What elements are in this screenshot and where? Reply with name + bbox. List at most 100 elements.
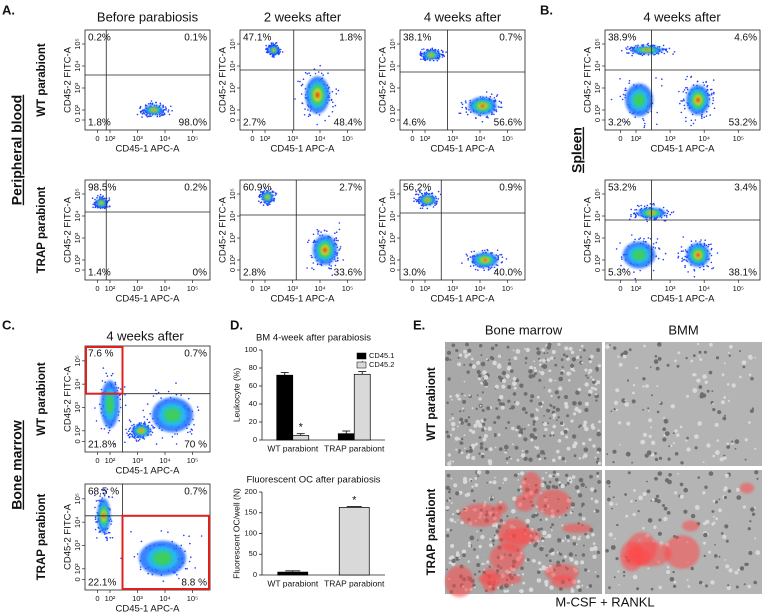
event-dot [629, 48, 631, 50]
cell [547, 422, 549, 424]
cell [754, 448, 756, 450]
x-tick-label: 10³ [132, 456, 143, 465]
x-tick-label: 0 [95, 134, 99, 143]
event-dot [434, 205, 436, 207]
event-dot [105, 537, 107, 539]
cell [596, 472, 599, 475]
cell [691, 567, 694, 570]
y-tick-label: 10⁵ [593, 38, 602, 49]
cell [549, 404, 551, 406]
event-dot [194, 567, 196, 569]
x-tick-label: 10³ [665, 134, 676, 143]
cell [536, 351, 540, 355]
cell [638, 496, 643, 501]
cell [702, 374, 707, 379]
event-dot [644, 125, 646, 127]
cell [727, 586, 731, 590]
event-dot [338, 90, 340, 92]
cell [459, 410, 461, 412]
cell [624, 493, 627, 496]
event-dot [711, 249, 713, 251]
event-dot [707, 85, 709, 87]
event-dot [161, 530, 163, 532]
event-dot [275, 194, 277, 196]
event-dot [470, 256, 472, 258]
y-axis-label: CD45-2 FITC-A [583, 46, 594, 113]
event-dot [118, 387, 120, 389]
event-dot [673, 211, 675, 213]
event-dot [176, 443, 178, 445]
cell [673, 585, 676, 588]
cell [583, 349, 586, 352]
y-tick-label: 10² [593, 254, 602, 265]
cell [702, 491, 705, 494]
event-dot [156, 443, 158, 445]
cell [561, 457, 565, 461]
event-dot [630, 46, 632, 48]
event-dot [125, 429, 127, 431]
x-tick-label: 10⁴ [698, 134, 710, 143]
event-dot [633, 271, 635, 273]
event-dot [337, 260, 339, 262]
event-dot [460, 113, 462, 115]
cell [680, 426, 683, 429]
event-dot [263, 204, 265, 206]
y-tick-label: 10² [73, 563, 82, 574]
cell [625, 515, 628, 518]
y-tick-label: 10⁴ [593, 210, 602, 222]
cell [476, 555, 480, 559]
event-dot [430, 49, 432, 51]
cell [478, 423, 482, 427]
cell [627, 379, 629, 381]
cell [471, 489, 474, 492]
event-dot [332, 91, 334, 93]
y-tick-label: 10⁴ [228, 60, 237, 72]
cell [616, 524, 618, 526]
event-dot [107, 375, 109, 377]
y-tick-label: 100 [244, 345, 257, 354]
column-header: BMM [668, 322, 698, 337]
cell [695, 505, 700, 510]
cell [567, 540, 570, 543]
cell [525, 411, 528, 414]
cell [558, 481, 561, 484]
density-contour [267, 196, 269, 198]
cell [476, 563, 480, 567]
event-dot [706, 245, 708, 247]
cell [464, 434, 466, 436]
cell [550, 548, 554, 552]
cell [530, 439, 533, 442]
cell [475, 443, 478, 446]
cell [499, 586, 503, 590]
cell [481, 429, 484, 432]
event-dot [653, 270, 655, 272]
cell [586, 535, 590, 539]
event-dot [108, 532, 110, 534]
event-dot [418, 199, 420, 201]
event-dot [713, 100, 715, 102]
event-dot [110, 537, 112, 539]
x-tick-label: 10⁵ [187, 456, 198, 465]
cell [578, 513, 582, 517]
cell [596, 575, 599, 578]
cell [508, 362, 511, 365]
cell [510, 369, 514, 373]
cell [717, 439, 720, 442]
event-dot [132, 435, 134, 437]
event-dot [658, 53, 660, 55]
event-dot [304, 108, 306, 110]
cell [477, 394, 479, 396]
event-dot [176, 574, 178, 576]
event-dot [308, 240, 310, 242]
cell [459, 353, 462, 356]
cell [484, 382, 489, 387]
y-tick-label: 0 [593, 268, 602, 272]
cell [492, 539, 495, 542]
cell [468, 394, 470, 396]
tissue-label: Bone marrow [9, 420, 25, 510]
event-dot [175, 382, 177, 384]
event-dot [109, 197, 111, 199]
cell [715, 450, 720, 455]
y-tick-label: 10² [228, 254, 237, 265]
